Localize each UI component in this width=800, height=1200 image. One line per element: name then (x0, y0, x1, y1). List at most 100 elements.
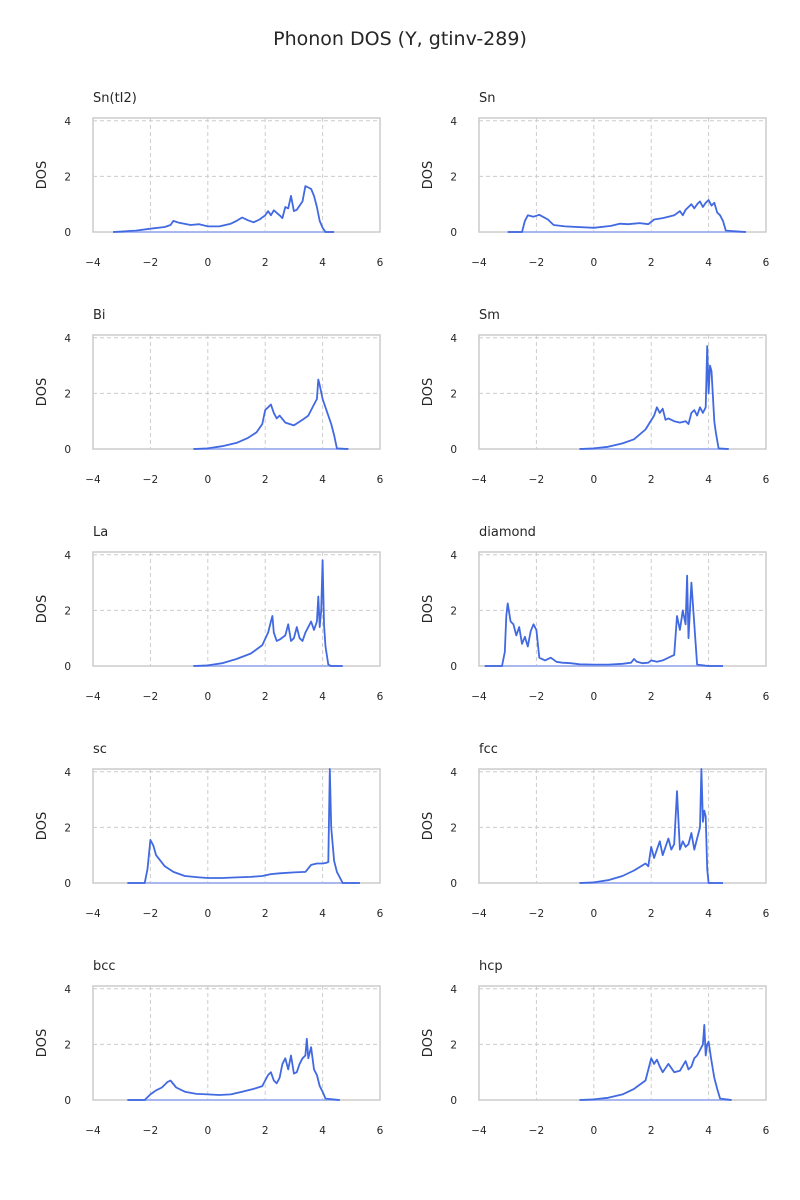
y-axis-label: DOS (421, 161, 436, 190)
x-tick-label: 2 (262, 474, 269, 486)
x-tick-label: 0 (204, 257, 211, 269)
x-tick-label: 6 (377, 1125, 384, 1137)
axes-frame (478, 117, 767, 233)
x-tick-label: 2 (262, 691, 269, 703)
x-tick-label: 6 (763, 257, 770, 269)
dos-line (579, 768, 723, 884)
y-tick-label: 4 (450, 550, 457, 562)
x-tick-label: 6 (763, 908, 770, 920)
y-tick-label: 2 (450, 388, 457, 400)
panel-sn-ti2-: Sn(tI2) −4 −2 0 2 4 6 0 2 4 DOS (35, 91, 384, 269)
y-tick-label: 0 (450, 661, 457, 673)
panel-title: Sn (479, 91, 496, 106)
x-tick-label: 2 (648, 474, 655, 486)
panel-title: fcc (479, 742, 498, 757)
x-tick-label: 0 (590, 257, 597, 269)
y-axis-label: DOS (421, 1029, 436, 1058)
y-tick-label: 2 (64, 822, 71, 834)
panel-bcc: bcc −4 −2 0 2 4 6 0 2 4 DOS (35, 959, 384, 1137)
x-tick-label: 2 (648, 691, 655, 703)
x-tick-label: −2 (529, 474, 544, 486)
x-tick-label: 4 (319, 257, 326, 269)
panel-la: La −4 −2 0 2 4 6 0 2 4 DOS (35, 525, 384, 703)
dos-line (484, 574, 723, 667)
y-tick-label: 4 (450, 116, 457, 128)
panel-sn: Sn −4 −2 0 2 4 6 0 2 4 DOS (421, 91, 770, 269)
x-tick-label: −2 (529, 1125, 544, 1137)
y-tick-label: 2 (64, 171, 71, 183)
x-tick-label: 0 (590, 908, 597, 920)
x-tick-label: 6 (377, 474, 384, 486)
y-tick-label: 2 (64, 605, 71, 617)
x-tick-label: 4 (705, 474, 712, 486)
y-tick-label: 4 (64, 550, 71, 562)
y-tick-label: 4 (64, 984, 71, 996)
y-axis-label: DOS (421, 595, 436, 624)
panel-title: sc (93, 742, 107, 757)
x-tick-label: 2 (648, 1125, 655, 1137)
panel-diamond: diamond −4 −2 0 2 4 6 0 2 4 DOS (421, 525, 770, 703)
y-axis-label: DOS (35, 595, 50, 624)
y-tick-label: 0 (64, 1095, 71, 1107)
x-tick-label: 6 (377, 257, 384, 269)
panel-bi: Bi −4 −2 0 2 4 6 0 2 4 DOS (35, 308, 384, 486)
x-tick-label: 0 (204, 908, 211, 920)
y-tick-label: 2 (64, 1039, 71, 1051)
axes-frame (478, 334, 767, 450)
x-tick-label: −2 (143, 474, 158, 486)
y-tick-label: 4 (64, 767, 71, 779)
x-tick-label: 4 (319, 908, 326, 920)
x-tick-label: −4 (85, 257, 101, 269)
y-tick-label: 0 (64, 661, 71, 673)
y-tick-label: 2 (450, 605, 457, 617)
panel-title: Sn(tI2) (93, 91, 137, 106)
x-tick-label: 0 (204, 1125, 211, 1137)
axes-frame (92, 551, 381, 667)
x-tick-label: −4 (471, 908, 487, 920)
x-tick-label: 6 (763, 1125, 770, 1137)
x-tick-label: 6 (763, 474, 770, 486)
y-tick-label: 2 (450, 1039, 457, 1051)
dos-line (579, 1024, 732, 1101)
x-tick-label: −4 (85, 1125, 101, 1137)
y-tick-label: 0 (450, 1095, 457, 1107)
dos-line (127, 1037, 340, 1101)
x-tick-label: 2 (262, 1125, 269, 1137)
y-tick-label: 0 (450, 444, 457, 456)
x-tick-label: −4 (85, 691, 101, 703)
x-tick-label: 4 (319, 474, 326, 486)
y-axis-label: DOS (35, 378, 50, 407)
x-tick-label: −4 (471, 691, 487, 703)
x-tick-label: −2 (143, 691, 158, 703)
x-tick-label: 6 (377, 908, 384, 920)
dos-line (193, 378, 349, 450)
x-tick-label: 4 (705, 1125, 712, 1137)
x-tick-label: 0 (590, 1125, 597, 1137)
y-axis-label: DOS (421, 812, 436, 841)
y-tick-label: 2 (450, 171, 457, 183)
panel-fcc: fcc −4 −2 0 2 4 6 0 2 4 DOS (421, 742, 770, 920)
x-tick-label: 0 (590, 474, 597, 486)
panel-title: Bi (93, 308, 106, 323)
x-tick-label: 4 (705, 257, 712, 269)
x-tick-label: −4 (471, 1125, 487, 1137)
x-tick-label: 0 (590, 691, 597, 703)
x-tick-label: 6 (763, 691, 770, 703)
y-axis-label: DOS (421, 378, 436, 407)
x-tick-label: 0 (204, 691, 211, 703)
axes-frame (92, 985, 381, 1101)
axes-frame (478, 985, 767, 1101)
axes-frame (92, 334, 381, 450)
y-tick-label: 4 (64, 116, 71, 128)
x-tick-label: −2 (529, 691, 544, 703)
figure-title: Phonon DOS (Y, gtinv-289) (273, 28, 527, 50)
x-tick-label: 4 (705, 691, 712, 703)
y-tick-label: 4 (450, 984, 457, 996)
dos-line (113, 185, 335, 233)
x-tick-label: 2 (648, 257, 655, 269)
y-axis-label: DOS (35, 812, 50, 841)
panel-hcp: hcp −4 −2 0 2 4 6 0 2 4 DOS (421, 959, 770, 1137)
x-tick-label: 2 (262, 908, 269, 920)
x-tick-label: 4 (705, 908, 712, 920)
panel-sc: sc −4 −2 0 2 4 6 0 2 4 DOS (35, 742, 384, 920)
